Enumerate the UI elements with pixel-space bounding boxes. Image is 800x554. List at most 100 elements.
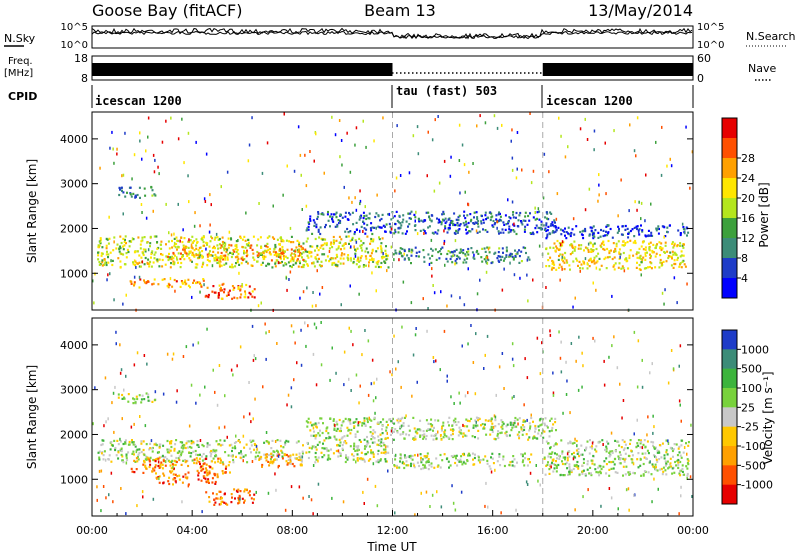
data-cell-1: [151, 470, 154, 473]
data-cell-0: [316, 244, 319, 248]
data-cell-0: [273, 450, 276, 454]
data-cell-5: [507, 220, 510, 224]
data-cell-6: [433, 466, 436, 469]
data-cell-0: [287, 261, 290, 264]
data-cell-2: [150, 186, 153, 189]
data-cell-6: [450, 255, 453, 258]
data-cell-5: [309, 218, 312, 221]
data-cell-6: [438, 250, 441, 253]
noise-cell: [525, 480, 528, 484]
noise-cell: [133, 422, 135, 426]
data-cell-7: [671, 250, 674, 253]
data-cell-0: [216, 236, 219, 239]
data-cell-4: [247, 296, 250, 299]
data-cell-1: [154, 464, 157, 467]
data-cell-5: [393, 215, 396, 218]
data-cell-2: [214, 482, 217, 485]
data-cell-0: [302, 264, 305, 267]
data-cell-7: [556, 247, 559, 250]
data-cell-7: [612, 460, 615, 463]
data-cell-7: [604, 448, 607, 451]
data-cell-0: [166, 457, 169, 461]
data-cell-7: [619, 453, 622, 456]
data-cell-5: [319, 226, 322, 229]
noise-cell: [496, 220, 498, 224]
data-cell-6: [477, 252, 480, 255]
noise-cell: [561, 255, 563, 259]
data-cell-5: [344, 230, 347, 233]
data-cell-5: [517, 434, 520, 437]
data-cell-0: [206, 442, 209, 445]
data-cell-0: [330, 241, 333, 244]
data-cell-3: [167, 286, 170, 289]
colorbar-swatch: [722, 118, 737, 139]
data-cell-0: [323, 454, 326, 457]
data-cell-6: [467, 454, 470, 457]
data-cell-6: [407, 257, 410, 260]
data-cell-5: [400, 224, 403, 227]
noise-cell: [141, 211, 143, 214]
data-cell-5: [405, 220, 408, 223]
noise-cell: [130, 425, 133, 429]
data-cell-5: [373, 226, 376, 229]
data-cell-5: [338, 438, 341, 441]
data-cell-1: [173, 467, 175, 470]
data-cell-7: [669, 457, 672, 460]
noise-cell: [446, 304, 448, 308]
data-cell-0: [322, 247, 325, 250]
data-cell-1: [193, 461, 196, 465]
noise-cell: [511, 156, 514, 160]
data-cell-0: [300, 460, 303, 463]
data-cell-0: [225, 262, 228, 265]
data-cell-6: [398, 252, 401, 255]
cpid-segment-2: tau (fast) 503: [396, 84, 497, 98]
data-cell-0: [360, 451, 363, 454]
data-cell-7: [675, 443, 678, 446]
data-cell-8: [570, 232, 573, 235]
data-cell-7: [686, 458, 689, 461]
data-cell-7: [619, 253, 622, 256]
noise-cell: [638, 230, 640, 234]
data-cell-5: [331, 219, 334, 222]
data-cell-7: [652, 444, 654, 447]
data-cell-7: [584, 246, 587, 249]
noise-cell: [667, 381, 670, 385]
data-cell-7: [679, 242, 682, 245]
data-cell-0: [251, 264, 254, 267]
data-cell-0: [151, 450, 154, 453]
data-cell-1: [206, 471, 209, 475]
data-cell-0: [334, 263, 337, 266]
data-cell-1: [201, 256, 204, 259]
data-cell-5: [491, 422, 494, 425]
data-cell-1: [224, 256, 227, 259]
data-cell-5: [501, 228, 504, 231]
data-cell-0: [330, 257, 333, 260]
noise-cell: [343, 350, 346, 354]
noise-cell: [287, 393, 290, 397]
data-cell-0: [106, 250, 108, 253]
data-cell-0: [231, 455, 234, 458]
data-cell-7: [622, 448, 625, 452]
noise-cell: [323, 171, 325, 175]
data-cell-1: [298, 250, 301, 253]
noise-cell: [560, 370, 563, 374]
data-cell-0: [331, 262, 334, 265]
data-cell-5: [464, 434, 467, 437]
data-cell-5: [540, 228, 543, 231]
noise-cell: [479, 278, 481, 282]
data-cell-2: [121, 189, 123, 193]
data-cell-1: [237, 252, 240, 255]
data-cell-0: [189, 239, 192, 242]
data-cell-0: [385, 258, 388, 261]
data-cell-7: [683, 243, 685, 246]
data-cell-0: [165, 255, 168, 258]
data-cell-5: [312, 423, 315, 426]
data-cell-2: [168, 476, 171, 479]
data-cell-5: [484, 211, 487, 214]
data-cell-3: [244, 488, 247, 491]
data-cell-5: [510, 229, 513, 232]
cpid-panel: CPID icescan 1200 tau (fast) 503 icescan…: [8, 84, 694, 108]
data-cell-1: [209, 254, 211, 257]
noise-cell: [245, 211, 247, 215]
